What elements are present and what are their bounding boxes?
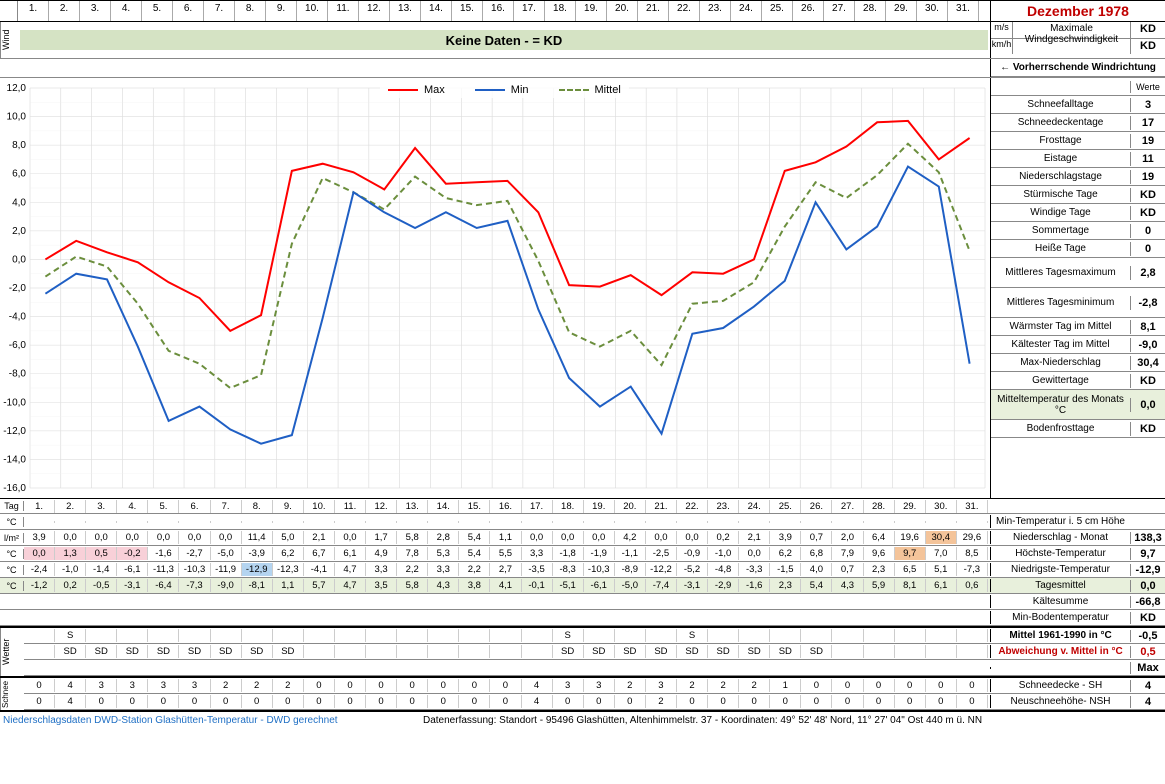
svg-text:-2,0: -2,0 bbox=[9, 283, 27, 294]
svg-text:6,0: 6,0 bbox=[12, 169, 26, 180]
svg-text:-4,0: -4,0 bbox=[9, 312, 27, 323]
wind-banner: Keine Daten - = KD bbox=[20, 30, 988, 50]
svg-text:-16,0: -16,0 bbox=[3, 483, 26, 494]
header-row: 1.2.3.4.5.6.7.8.9.10.11.12.13.14.15.16.1… bbox=[0, 0, 1165, 22]
weather-report: 1.2.3.4.5.6.7.8.9.10.11.12.13.14.15.16.1… bbox=[0, 0, 1165, 729]
wetter-section: Kältesumme-66,8Min-BodentemperaturKDWett… bbox=[0, 594, 1165, 676]
schnee-section: Schnee0433332220000000433232221000000Sch… bbox=[0, 676, 1165, 710]
temperature-chart: -16,0 -14,0 -12,0 -10,0 -8,0 -6,0 -4,0 -2,0 0,0 2… bbox=[0, 78, 990, 498]
svg-text:-12,0: -12,0 bbox=[3, 426, 26, 437]
tag-label: Tag bbox=[0, 501, 24, 511]
svg-text:-10,0: -10,0 bbox=[3, 397, 26, 408]
svg-text:2,0: 2,0 bbox=[12, 226, 26, 237]
svg-text:-14,0: -14,0 bbox=[3, 454, 26, 465]
svg-text:8,0: 8,0 bbox=[12, 140, 26, 151]
chart-svg: -16,0 -14,0 -12,0 -10,0 -8,0 -6,0 -4,0 -2,0 0,0 2… bbox=[0, 78, 990, 498]
day-numbers: 1.2.3.4.5.6.7.8.9.10.11.12.13.14.15.16.1… bbox=[18, 1, 990, 21]
svg-text:10,0: 10,0 bbox=[7, 112, 27, 123]
svg-text:4,0: 4,0 bbox=[12, 197, 26, 208]
chart-section: -16,0 -14,0 -12,0 -10,0 -8,0 -6,0 -4,0 -2,0 0,0 2… bbox=[0, 78, 1165, 498]
svg-text:0,0: 0,0 bbox=[12, 254, 26, 265]
data-table: °CMin-Temperatur i. 5 cm Höhel/m²3,90,00… bbox=[0, 514, 1165, 594]
footer-location: Datenerfassung: Standort - 95496 Glashüt… bbox=[423, 715, 1162, 726]
month-title: Dezember 1978 bbox=[991, 1, 1165, 21]
wind-section: Wind Keine Daten - = KD m/s Maximale Win… bbox=[0, 22, 1165, 58]
svg-text:-8,0: -8,0 bbox=[9, 369, 27, 380]
statistics-panel: Werte Schneefalltage3Schneedeckentage17F… bbox=[990, 78, 1165, 498]
svg-text:12,0: 12,0 bbox=[7, 83, 27, 94]
footer-source: Niederschlagsdaten DWD-Station Glashütte… bbox=[3, 715, 423, 726]
svg-text:-6,0: -6,0 bbox=[9, 340, 27, 351]
wind-label: Wind bbox=[0, 22, 18, 58]
chart-legend: Max Min Mittel bbox=[380, 82, 629, 98]
footer: Niederschlagsdaten DWD-Station Glashütte… bbox=[0, 710, 1165, 729]
